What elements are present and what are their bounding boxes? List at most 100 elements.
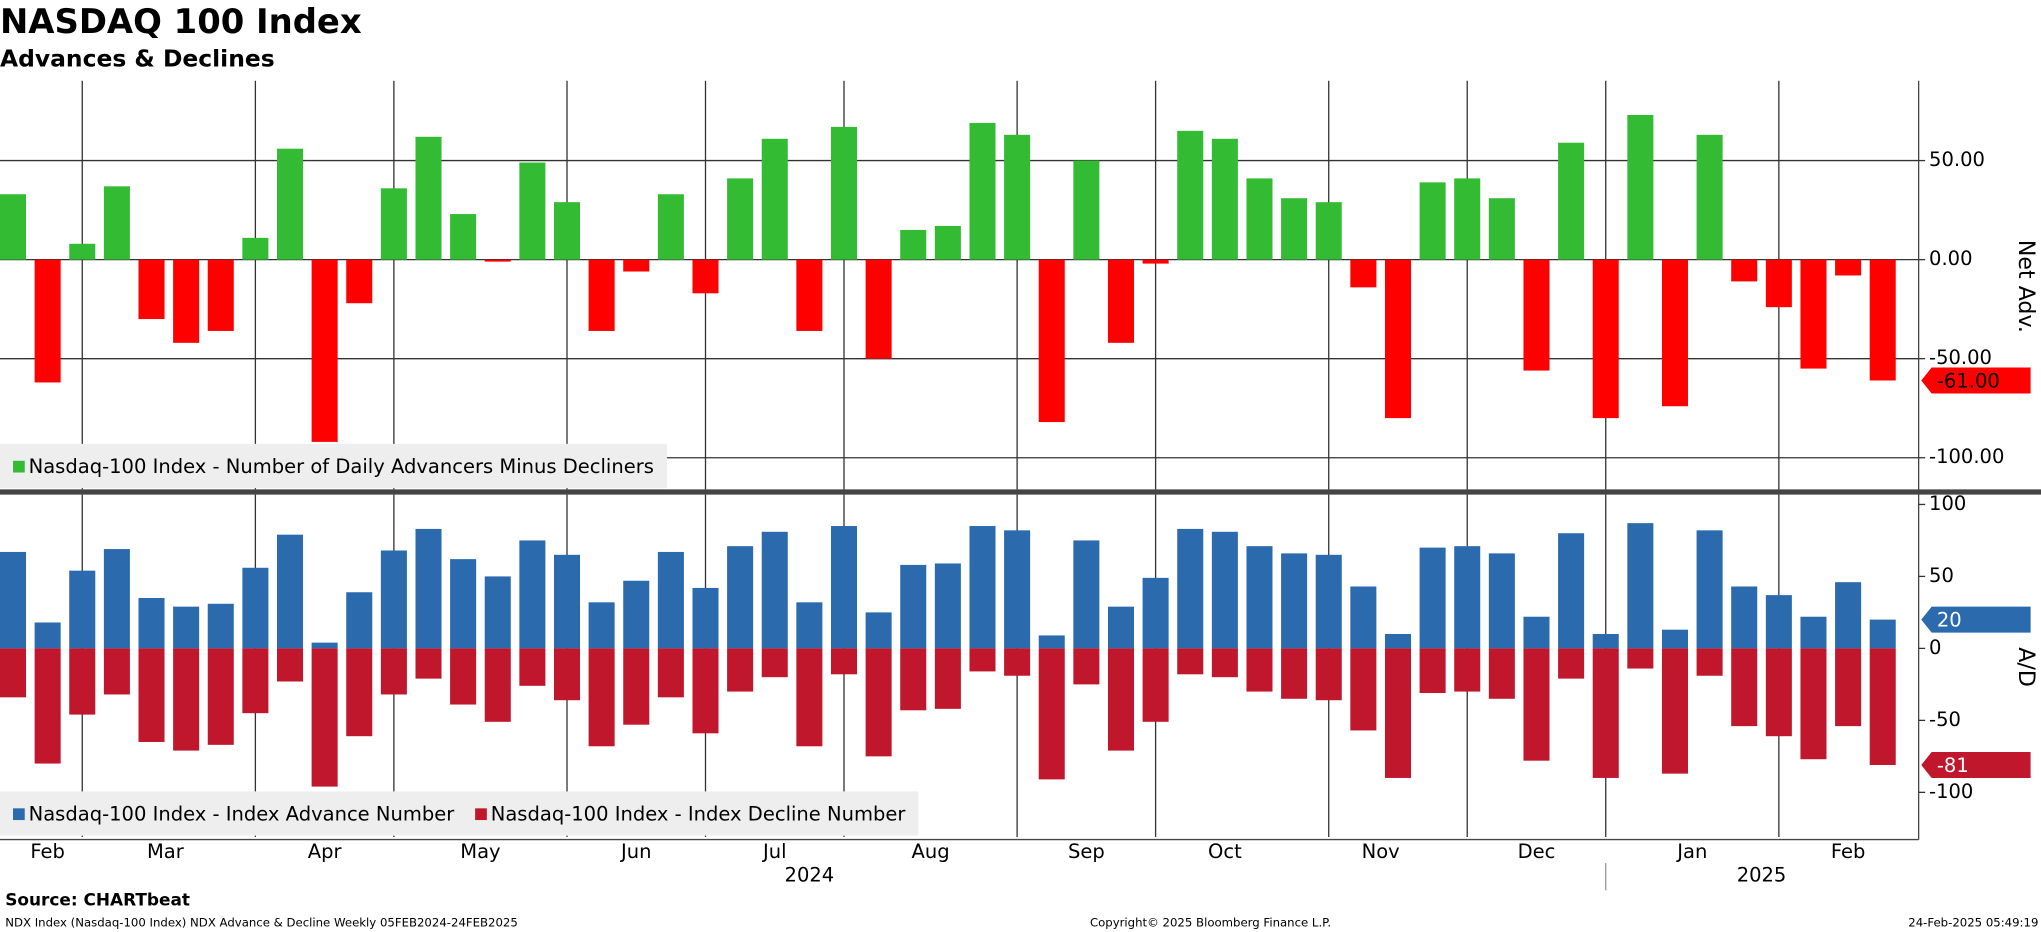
bar	[1073, 648, 1100, 685]
bar	[346, 592, 373, 649]
bar	[865, 259, 892, 359]
bar	[900, 229, 927, 260]
bar	[553, 202, 581, 260]
x-tick-label: Dec	[1518, 840, 1556, 863]
bar	[1107, 259, 1135, 343]
bar	[138, 598, 165, 649]
bar	[346, 648, 373, 737]
last-value-tag	[1921, 751, 2031, 779]
bar	[934, 225, 961, 260]
bar	[1661, 629, 1688, 649]
bar	[1281, 648, 1308, 699]
bar	[1246, 648, 1273, 692]
bar	[69, 243, 96, 260]
bar	[1177, 648, 1204, 675]
bar	[1419, 648, 1446, 694]
bar	[311, 642, 338, 649]
bar	[1558, 533, 1585, 649]
bar	[727, 178, 754, 260]
bar	[276, 648, 304, 682]
bar	[1765, 595, 1792, 649]
bar	[242, 567, 269, 649]
bar	[1869, 259, 1896, 381]
bar	[796, 602, 823, 649]
y-tick-label: -100	[1929, 780, 1973, 803]
x-tick-label: Nov	[1362, 840, 1400, 863]
bar	[0, 648, 27, 698]
bar	[1835, 259, 1862, 276]
bar	[588, 259, 615, 331]
bar	[1073, 540, 1100, 649]
bar	[276, 148, 304, 260]
bar	[1177, 528, 1204, 649]
bar	[0, 194, 27, 260]
bar	[934, 648, 961, 709]
year-label: 2025	[1737, 864, 1787, 887]
bar	[1281, 198, 1308, 260]
bar	[1384, 648, 1411, 778]
bar	[380, 550, 407, 649]
y-tick-label: 0	[1929, 636, 1941, 659]
x-tick-label: Jan	[1675, 840, 1707, 863]
bar	[1869, 619, 1896, 649]
bar	[484, 576, 511, 649]
bar	[242, 237, 269, 260]
bar	[553, 554, 581, 649]
bar	[103, 648, 130, 695]
legend-box	[0, 791, 919, 836]
bar	[1696, 530, 1723, 649]
bar	[1765, 648, 1792, 737]
bar	[34, 622, 61, 649]
bar	[1488, 648, 1515, 699]
y-tick-label: 0.00	[1929, 247, 1972, 270]
bar	[1627, 648, 1654, 669]
bar	[1419, 182, 1446, 260]
y-tick-label: 50	[1929, 564, 1954, 587]
bar	[1835, 582, 1862, 649]
bar	[1800, 616, 1827, 649]
bar	[1592, 259, 1619, 419]
bar	[1488, 553, 1515, 649]
bar	[1004, 648, 1031, 676]
bar	[103, 549, 130, 649]
bar	[692, 587, 719, 649]
bar	[1800, 648, 1827, 760]
footer-right: 24-Feb-2025 05:49:19	[1908, 915, 2038, 929]
bar	[484, 259, 511, 262]
bar	[1281, 553, 1308, 649]
bar	[727, 546, 754, 649]
bar	[1454, 648, 1481, 692]
x-tick-label: Aug	[912, 840, 950, 863]
bar	[1592, 648, 1619, 778]
bar	[1211, 531, 1238, 649]
bar	[1696, 648, 1723, 676]
bar	[623, 580, 650, 649]
bar	[796, 259, 823, 331]
bar	[1661, 648, 1688, 774]
bar	[1073, 160, 1100, 260]
legend-label: Nasdaq-100 Index - Number of Daily Advan…	[29, 455, 654, 478]
last-value-tag	[1921, 367, 2031, 394]
bar	[865, 612, 892, 649]
bar	[1835, 648, 1862, 727]
bar	[519, 648, 546, 686]
bar	[1419, 547, 1446, 649]
bar	[1627, 115, 1654, 260]
bar	[1142, 259, 1169, 264]
bar	[692, 648, 719, 734]
last-value-label: 20	[1937, 608, 1962, 631]
x-tick-label: May	[460, 840, 500, 863]
bar	[207, 259, 234, 331]
bar	[761, 648, 788, 678]
bar	[657, 194, 684, 260]
last-value-tag	[1921, 606, 2031, 633]
bar	[1384, 633, 1411, 649]
legend-swatch	[475, 808, 487, 821]
y-tick-label: 100	[1929, 492, 1966, 515]
bar	[1350, 259, 1377, 288]
bar	[173, 606, 200, 649]
bar	[1211, 648, 1238, 678]
bar	[830, 526, 858, 649]
year-label: 2024	[785, 864, 835, 887]
